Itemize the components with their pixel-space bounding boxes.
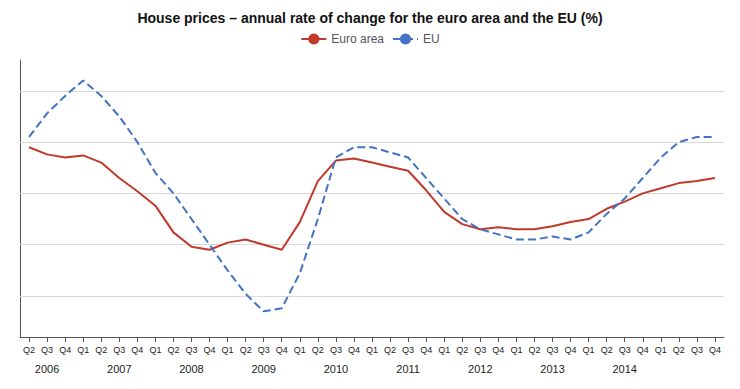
svg-text:Q2: Q2	[312, 345, 324, 355]
svg-text:2010: 2010	[324, 363, 348, 375]
svg-text:2014: 2014	[612, 363, 636, 375]
svg-text:Q3: Q3	[691, 345, 703, 355]
svg-text:Q3: Q3	[474, 345, 486, 355]
svg-text:Q3: Q3	[402, 345, 414, 355]
svg-text:Q3: Q3	[619, 345, 631, 355]
svg-text:Q4: Q4	[565, 345, 577, 355]
svg-text:Q2: Q2	[528, 345, 540, 355]
svg-text:Q3: Q3	[258, 345, 270, 355]
svg-text:Q4: Q4	[204, 345, 216, 355]
svg-text:Q3: Q3	[185, 345, 197, 355]
svg-text:Q1: Q1	[366, 345, 378, 355]
svg-text:Q2: Q2	[23, 345, 35, 355]
svg-text:2012: 2012	[468, 363, 492, 375]
svg-text:2011: 2011	[396, 363, 420, 375]
svg-text:Q4: Q4	[348, 345, 360, 355]
svg-text:Q1: Q1	[583, 345, 595, 355]
svg-text:Q2: Q2	[601, 345, 613, 355]
svg-text:2007: 2007	[107, 363, 131, 375]
svg-text:Q4: Q4	[492, 345, 504, 355]
svg-text:2009: 2009	[251, 363, 275, 375]
svg-text:Q2: Q2	[95, 345, 107, 355]
svg-text:2006: 2006	[35, 363, 59, 375]
svg-text:Q4: Q4	[131, 345, 143, 355]
svg-text:2013: 2013	[540, 363, 564, 375]
svg-text:Q4: Q4	[420, 345, 432, 355]
svg-text:Q1: Q1	[222, 345, 234, 355]
svg-text:Q3: Q3	[41, 345, 53, 355]
svg-text:Q4: Q4	[276, 345, 288, 355]
svg-text:Q4: Q4	[59, 345, 71, 355]
svg-text:Q2: Q2	[240, 345, 252, 355]
svg-text:Q3: Q3	[330, 345, 342, 355]
svg-text:Q3: Q3	[547, 345, 559, 355]
svg-text:Q1: Q1	[294, 345, 306, 355]
svg-text:Q2: Q2	[167, 345, 179, 355]
svg-text:Q1: Q1	[77, 345, 89, 355]
svg-text:EU: EU	[423, 32, 440, 46]
svg-text:Q1: Q1	[438, 345, 450, 355]
svg-text:Q4: Q4	[637, 345, 649, 355]
svg-text:Euro area: Euro area	[331, 32, 384, 46]
svg-text:House prices – annual rate of: House prices – annual rate of change for…	[137, 10, 602, 26]
svg-text:2008: 2008	[179, 363, 203, 375]
svg-text:Q1: Q1	[149, 345, 161, 355]
svg-text:Q1: Q1	[510, 345, 522, 355]
svg-text:Q4: Q4	[709, 345, 721, 355]
svg-text:Q2: Q2	[673, 345, 685, 355]
svg-text:Q2: Q2	[384, 345, 396, 355]
svg-text:Q1: Q1	[655, 345, 667, 355]
svg-text:Q3: Q3	[113, 345, 125, 355]
svg-text:Q2: Q2	[456, 345, 468, 355]
